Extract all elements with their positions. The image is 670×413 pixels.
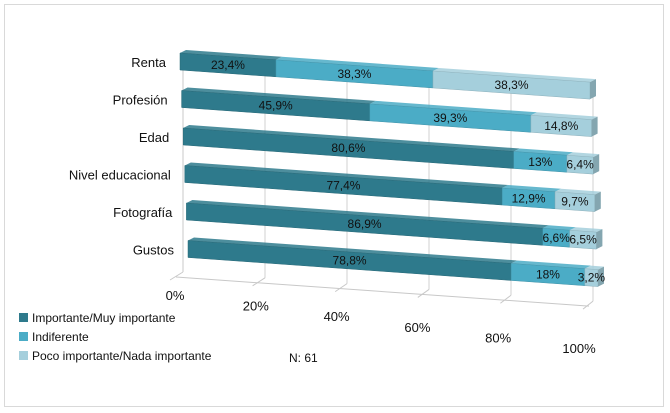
- bar-end-cap: [594, 191, 601, 212]
- gridline-floor: [417, 289, 430, 298]
- sample-size-note: N: 61: [289, 351, 318, 365]
- bar-top-face: [584, 265, 604, 270]
- data-label: 80,6%: [331, 141, 365, 155]
- category-label: Gustos: [133, 243, 175, 258]
- legend-swatch: [19, 351, 28, 360]
- bar-top-face: [369, 100, 537, 116]
- bar-end-cap: [598, 266, 604, 287]
- data-label: 13%: [528, 155, 552, 169]
- legend-label: Indiferente: [32, 330, 89, 344]
- x-tick-labels: 0% 20% 40% 60% 80% 100%: [166, 288, 596, 356]
- category-label: Nivel educacional: [69, 168, 171, 183]
- data-label: 3,2%: [578, 271, 606, 285]
- legend-swatch: [19, 313, 28, 322]
- gridline-floor: [252, 277, 266, 287]
- bar-top-face: [188, 237, 518, 264]
- legend-label: Poco importante/Nada importante: [32, 349, 212, 363]
- bar-end-cap: [590, 79, 596, 100]
- bar-top-face: [566, 152, 600, 158]
- bar-top-face: [432, 67, 596, 83]
- x-tick-label: 40%: [324, 309, 350, 324]
- chart-frame: 23,4% 38,3% 38,3% 45,9% 39,3% 14,8% 80,6% 13% 6,…: [4, 4, 664, 407]
- bar-top-face: [184, 162, 509, 189]
- legend-label: Importante/Muy importante: [32, 311, 176, 325]
- data-label: 86,9%: [348, 217, 382, 231]
- data-label: 38,3%: [494, 78, 528, 92]
- data-label: 45,9%: [259, 99, 293, 113]
- category-label: Renta: [131, 55, 166, 70]
- gridline-floor: [169, 271, 184, 281]
- bar-top-face: [275, 56, 439, 71]
- stacked-bar-chart: 23,4% 38,3% 38,3% 45,9% 39,3% 14,8% 80,6% 13% 6,…: [19, 50, 606, 365]
- data-label: 14,8%: [544, 119, 578, 133]
- data-label: 23,4%: [211, 58, 245, 72]
- category-label: Edad: [139, 130, 169, 145]
- x-tick-label: 20%: [243, 299, 269, 314]
- bar-end-cap: [596, 229, 603, 250]
- bar-end-cap: [593, 154, 600, 175]
- data-label: 39,3%: [433, 111, 467, 125]
- bar-top-face: [511, 260, 591, 269]
- bar-top-face: [569, 227, 603, 233]
- x-tick-label: 80%: [485, 330, 511, 345]
- data-label: 9,7%: [561, 195, 589, 209]
- bar-top-face: [183, 125, 520, 152]
- bar-top-face: [502, 185, 562, 192]
- bar-end-cap: [591, 116, 598, 137]
- bar-top-face: [555, 188, 601, 195]
- legend-swatch: [19, 332, 28, 341]
- data-label: 78,8%: [333, 253, 367, 267]
- data-label: 6,6%: [543, 231, 571, 245]
- bar-top-face: [542, 225, 576, 231]
- bar-top-face: [181, 87, 376, 104]
- bar-top-face: [180, 50, 282, 60]
- data-label: 18%: [536, 268, 560, 282]
- axis-floor: [175, 276, 590, 307]
- gridline-floor: [500, 294, 512, 304]
- data-label: 6,4%: [566, 158, 594, 172]
- data-label: 38,3%: [337, 67, 371, 81]
- data-label: 77,4%: [326, 178, 360, 192]
- bar-top-face: [186, 200, 549, 229]
- x-tick-label: 60%: [404, 320, 430, 335]
- category-label: Fotografía: [113, 205, 173, 220]
- x-tick-label: 100%: [562, 341, 596, 356]
- gridline-floor: [334, 283, 348, 293]
- legend: Importante/Muy importante Indiferente Poco…: [19, 311, 212, 363]
- x-tick-label: 0%: [166, 288, 185, 303]
- bars: 23,4% 38,3% 38,3% 45,9% 39,3% 14,8% 80,6% 13% 6,…: [179, 50, 606, 287]
- data-label: 6,5%: [569, 233, 597, 247]
- gridline-floor: [582, 300, 594, 310]
- category-label: Profesión: [113, 93, 168, 108]
- category-labels: Renta Profesión Edad Nivel educacional Fotog…: [69, 55, 175, 258]
- bar-top-face: [513, 148, 573, 156]
- data-label: 12,9%: [512, 191, 546, 205]
- bar-top-face: [530, 112, 598, 120]
